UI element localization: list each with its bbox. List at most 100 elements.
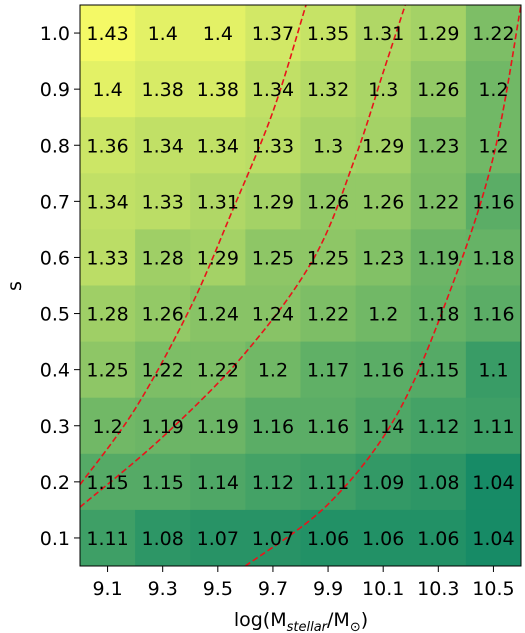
- heatmap-cell: [80, 61, 136, 118]
- x-tick-label: 10.1: [362, 578, 404, 600]
- cell-value-label: 1.29: [252, 191, 294, 213]
- heatmap-cell: [410, 5, 467, 62]
- heatmap-cell: [80, 285, 136, 343]
- cell-value-label: 1.2: [478, 79, 508, 101]
- heatmap-cell: [190, 341, 246, 399]
- heatmap-cell: [300, 285, 357, 343]
- cell-value-label: 1.31: [362, 23, 404, 45]
- heatmap-cell: [300, 453, 357, 511]
- heatmap-cell: [355, 341, 412, 399]
- cell-value-label: 1.23: [362, 247, 404, 269]
- cell-value-label: 1.23: [417, 135, 459, 157]
- cell-value-label: 1.12: [417, 416, 459, 438]
- cell-value-label: 1.2: [258, 360, 288, 382]
- heatmap-cell: [355, 229, 412, 286]
- heatmap-cell: [245, 229, 301, 286]
- cell-value-label: 1.17: [307, 360, 349, 382]
- contour-line: [244, 5, 521, 566]
- heatmap-cell: [410, 341, 467, 399]
- cell-value-label: 1.34: [86, 191, 128, 213]
- plot-frame: [79, 4, 522, 567]
- heatmap-cell: [355, 5, 412, 62]
- cell-value-label: 1.26: [362, 191, 404, 213]
- cell-value-label: 1.22: [197, 360, 239, 382]
- cell-value-label: 1.4: [148, 23, 178, 45]
- cell-value-label: 1.28: [142, 247, 184, 269]
- y-axis-ticks: 1.0 0.9 0.8 0.7 0.6 0.5 0.4 0.3 0.2 0.1: [40, 23, 80, 550]
- x-tick-label: 10.5: [472, 578, 514, 600]
- cell-value-label: 1.16: [252, 416, 294, 438]
- cell-value-label: 1.25: [252, 247, 294, 269]
- cell-value-label: 1.32: [307, 79, 349, 101]
- heatmap-cell: [465, 509, 522, 567]
- heatmap-cell: [355, 509, 412, 567]
- heatmap-cell: [190, 5, 246, 62]
- heatmap-cell: [190, 285, 246, 343]
- x-axis-ticks: 9.1 9.3 9.5 9.7 9.9 10.1 10.3 10.5: [92, 566, 515, 600]
- heatmap-cell: [410, 173, 467, 230]
- heatmap-cell: [190, 117, 246, 174]
- cell-value-label: 1.22: [142, 360, 184, 382]
- heatmap-cell: [465, 117, 522, 174]
- cell-value-label: 1.28: [86, 304, 128, 326]
- cell-value-label: 1.07: [252, 528, 294, 550]
- heatmap-cell: [410, 117, 467, 174]
- y-tick-label: 0.2: [40, 472, 70, 494]
- heatmap-cell: [80, 509, 136, 567]
- heatmap-cell: [355, 397, 412, 455]
- cell-value-label: 1.33: [252, 135, 294, 157]
- cell-value-label: 1.33: [86, 247, 128, 269]
- cell-value-label: 1.3: [368, 79, 398, 101]
- cell-value-label: 1.14: [197, 472, 239, 494]
- cell-value-label: 1.1: [478, 360, 508, 382]
- heatmap-cell: [135, 61, 191, 118]
- x-tick-label: 10.3: [417, 578, 459, 600]
- cell-value-label: 1.06: [417, 528, 459, 550]
- cell-value-label: 1.08: [417, 472, 459, 494]
- cell-value-label: 1.08: [142, 528, 184, 550]
- heatmap-cell: [135, 397, 191, 455]
- contour-line: [80, 5, 406, 508]
- heatmap-cell: [80, 229, 136, 286]
- heatmap-cell: [80, 453, 136, 511]
- heatmap-cell: [410, 397, 467, 455]
- heatmap-cell: [410, 453, 467, 511]
- cell-value-label: 1.34: [252, 79, 294, 101]
- x-tick-label: 9.7: [258, 578, 288, 600]
- cell-value-label: 1.38: [142, 79, 184, 101]
- heatmap-cell: [80, 173, 136, 230]
- cell-value-label: 1.15: [142, 472, 184, 494]
- y-tick-label: 0.5: [40, 304, 70, 326]
- cell-value-label: 1.06: [307, 528, 349, 550]
- heatmap-cell: [80, 5, 136, 62]
- heatmap-cell: [245, 341, 301, 399]
- heatmap-cell: [300, 117, 357, 174]
- heatmap-cell: [300, 341, 357, 399]
- heatmap-cell: [300, 229, 357, 286]
- cell-value-label: 1.2: [368, 304, 398, 326]
- y-tick-label: 0.6: [40, 247, 70, 269]
- cell-value-label: 1.19: [197, 416, 239, 438]
- cell-value-label: 1.29: [197, 247, 239, 269]
- cell-value-label: 1.31: [197, 191, 239, 213]
- cell-value-label: 1.24: [252, 304, 294, 326]
- heatmap-cell: [465, 453, 522, 511]
- y-tick-label: 0.9: [40, 79, 70, 101]
- cell-value-label: 1.04: [472, 472, 514, 494]
- heatmap-cell: [245, 285, 301, 343]
- cell-value-label: 1.15: [86, 472, 128, 494]
- heatmap-cell: [135, 453, 191, 511]
- heatmap-cell: [245, 173, 301, 230]
- cell-value-label: 1.2: [478, 135, 508, 157]
- heatmap-cell: [135, 229, 191, 286]
- cell-value-label: 1.09: [362, 472, 404, 494]
- heatmap-cell: [355, 285, 412, 343]
- heatmap-cell: [465, 229, 522, 286]
- heatmap-cell: [465, 5, 522, 62]
- heatmap-cell: [80, 117, 136, 174]
- cell-value-label: 1.33: [142, 191, 184, 213]
- heatmap-cell: [245, 61, 301, 118]
- y-tick-label: 0.3: [40, 416, 70, 438]
- y-tick-label: 0.7: [40, 191, 70, 213]
